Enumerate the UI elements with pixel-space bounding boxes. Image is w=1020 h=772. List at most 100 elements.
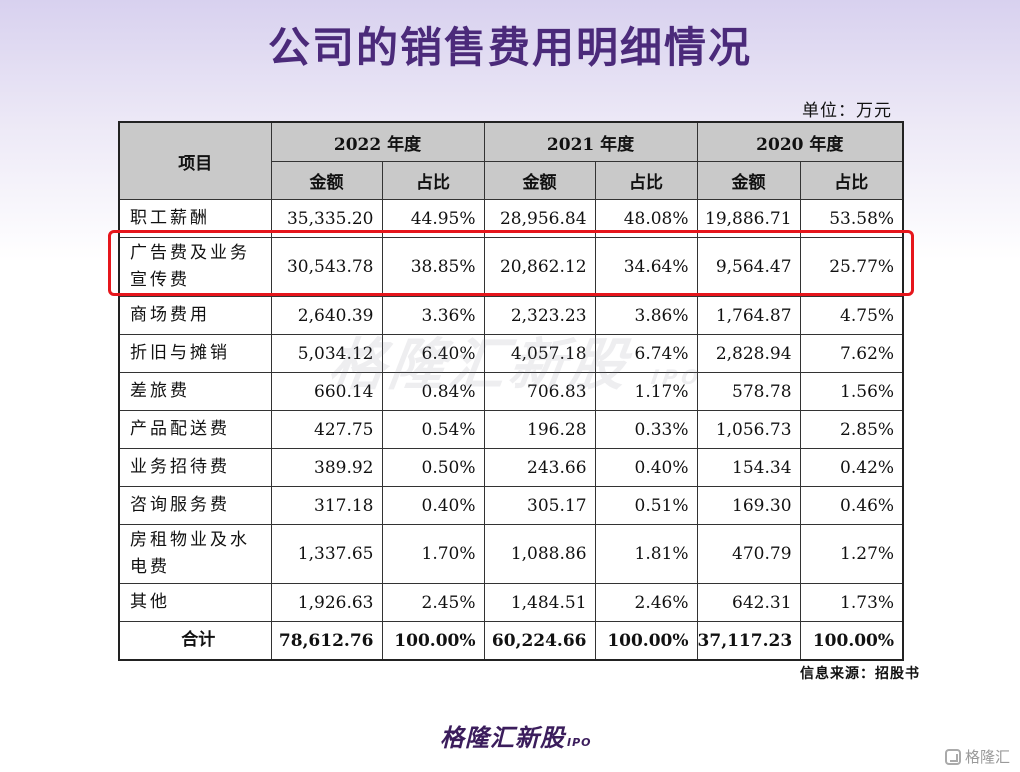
ratio-cell: 1.56% xyxy=(799,372,904,411)
amount-cell: 9,564.47 xyxy=(696,237,801,297)
row-label: 职工薪酬 xyxy=(118,199,272,238)
amount-cell: 578.78 xyxy=(696,372,801,411)
table-row: 差旅费 660.14 0.84% 706.83 1.17% 578.78 1.56% xyxy=(118,372,904,411)
brand-icon xyxy=(944,748,961,765)
ratio-cell: 0.40% xyxy=(594,448,698,487)
table-row: 业务招待费 389.92 0.50% 243.66 0.40% 154.34 0.42% xyxy=(118,448,904,487)
amount-cell: 389.92 xyxy=(270,448,383,487)
ratio-cell: 7.62% xyxy=(799,334,904,373)
ratio-cell: 0.33% xyxy=(594,410,698,449)
ratio-cell: 6.40% xyxy=(381,334,485,373)
amount-cell: 470.79 xyxy=(696,524,801,584)
logo-text: 格隆汇新股 xyxy=(440,724,565,752)
ratio-cell: 4.75% xyxy=(799,296,904,335)
brand-logo: 格隆汇新股 IPO xyxy=(440,718,592,753)
corner-brand-text: 格隆汇 xyxy=(964,748,1010,766)
corner-brand: 格隆汇 xyxy=(944,746,1010,767)
amount-cell: 2,828.94 xyxy=(696,334,801,373)
table-row: 商场费用 2,640.39 3.36% 2,323.23 3.86% 1,764.87 4.… xyxy=(118,296,904,335)
table-row: 其他 1,926.63 2.45% 1,484.51 2.46% 642.31 1.73% xyxy=(118,583,904,622)
ratio-cell: 0.51% xyxy=(594,486,698,525)
row-label: 广告费及业务宣传费 xyxy=(118,237,272,297)
watermark: 格隆汇新股 IPO xyxy=(324,320,710,401)
watermark-ipo: IPO xyxy=(649,365,704,389)
row-label: 商场费用 xyxy=(118,296,272,335)
amount-cell: 37,117.23 xyxy=(696,621,801,661)
table-row: 广告费及业务宣传费 30,543.78 38.85% 20,862.12 34.64% 9… xyxy=(118,237,904,297)
ratio-cell: 0.40% xyxy=(381,486,485,525)
table-row: 合计 78,612.76 100.00% 60,224.66 100.00% 37,117… xyxy=(118,621,904,661)
amount-cell: 317.18 xyxy=(270,486,383,525)
amount-cell: 642.31 xyxy=(696,583,801,622)
row-label: 咨询服务费 xyxy=(118,486,272,525)
amount-cell: 35,335.20 xyxy=(270,199,383,238)
item-header: 项目 xyxy=(118,121,272,200)
watermark-text: 格隆汇新股 xyxy=(324,333,634,398)
ratio-cell: 2.46% xyxy=(594,583,698,622)
year-header-2020: 2020 年度 xyxy=(696,121,904,162)
sales-expense-table: 项目 2022 年度 2021 年度 2020 年度 金额 占比 金额 占比 金… xyxy=(118,121,905,661)
amount-cell: 1,926.63 xyxy=(270,583,383,622)
ratio-cell: 0.42% xyxy=(799,448,904,487)
amount-header: 金额 xyxy=(270,161,383,200)
ratio-cell: 100.00% xyxy=(381,621,485,661)
ratio-cell: 0.50% xyxy=(381,448,485,487)
row-label: 房租物业及水电费 xyxy=(118,524,272,584)
ratio-cell: 1.70% xyxy=(381,524,485,584)
row-label: 折旧与摊销 xyxy=(118,334,272,373)
page-title: 公司的销售费用明细情况 xyxy=(267,23,752,72)
ratio-cell: 6.74% xyxy=(594,334,698,373)
amount-cell: 154.34 xyxy=(696,448,801,487)
amount-cell: 305.17 xyxy=(483,486,596,525)
amount-header: 金额 xyxy=(483,161,596,200)
ratio-cell: 34.64% xyxy=(594,237,698,297)
ratio-cell: 44.95% xyxy=(381,199,485,238)
amount-cell: 196.28 xyxy=(483,410,596,449)
amount-cell: 60,224.66 xyxy=(483,621,596,661)
ratio-cell: 1.27% xyxy=(799,524,904,584)
amount-cell: 78,612.76 xyxy=(270,621,383,661)
ratio-cell: 2.85% xyxy=(799,410,904,449)
ratio-cell: 53.58% xyxy=(799,199,904,238)
table-row: 咨询服务费 317.18 0.40% 305.17 0.51% 169.30 0.46% xyxy=(118,486,904,525)
amount-cell: 1,764.87 xyxy=(696,296,801,335)
row-label: 合计 xyxy=(118,621,272,661)
amount-cell: 169.30 xyxy=(696,486,801,525)
source-note: 信息来源：招股书 xyxy=(800,666,920,682)
logo-ipo: IPO xyxy=(567,736,592,749)
table-row: 折旧与摊销 5,034.12 6.40% 4,057.18 6.74% 2,828.94 7… xyxy=(118,334,904,373)
ratio-cell: 100.00% xyxy=(594,621,698,661)
amount-cell: 660.14 xyxy=(270,372,383,411)
year-header-2022: 2022 年度 xyxy=(270,121,485,162)
ratio-cell: 3.86% xyxy=(594,296,698,335)
row-label: 产品配送费 xyxy=(118,410,272,449)
ratio-cell: 100.00% xyxy=(799,621,904,661)
amount-cell: 1,337.65 xyxy=(270,524,383,584)
amount-cell: 1,088.86 xyxy=(483,524,596,584)
row-label: 差旅费 xyxy=(118,372,272,411)
ratio-cell: 2.45% xyxy=(381,583,485,622)
table-row: 职工薪酬 35,335.20 44.95% 28,956.84 48.08% 19,886… xyxy=(118,199,904,238)
amount-header: 金额 xyxy=(696,161,801,200)
amount-cell: 5,034.12 xyxy=(270,334,383,373)
amount-cell: 2,640.39 xyxy=(270,296,383,335)
amount-cell: 1,056.73 xyxy=(696,410,801,449)
unit-label: 单位：万元 xyxy=(802,101,892,121)
amount-cell: 4,057.18 xyxy=(483,334,596,373)
ratio-cell: 25.77% xyxy=(799,237,904,297)
ratio-cell: 48.08% xyxy=(594,199,698,238)
expense-table-container: 项目 2022 年度 2021 年度 2020 年度 金额 占比 金额 占比 金… xyxy=(118,121,905,661)
ratio-header: 占比 xyxy=(594,161,698,200)
ratio-cell: 1.17% xyxy=(594,372,698,411)
table-row: 房租物业及水电费 1,337.65 1.70% 1,088.86 1.81% 470.79… xyxy=(118,524,904,584)
amount-cell: 427.75 xyxy=(270,410,383,449)
amount-cell: 1,484.51 xyxy=(483,583,596,622)
table-body: 职工薪酬 35,335.20 44.95% 28,956.84 48.08% 19,886… xyxy=(118,199,904,661)
ratio-header: 占比 xyxy=(381,161,485,200)
amount-cell: 30,543.78 xyxy=(270,237,383,297)
row-label: 其他 xyxy=(118,583,272,622)
amount-cell: 20,862.12 xyxy=(483,237,596,297)
ratio-cell: 0.46% xyxy=(799,486,904,525)
amount-cell: 243.66 xyxy=(483,448,596,487)
amount-cell: 28,956.84 xyxy=(483,199,596,238)
